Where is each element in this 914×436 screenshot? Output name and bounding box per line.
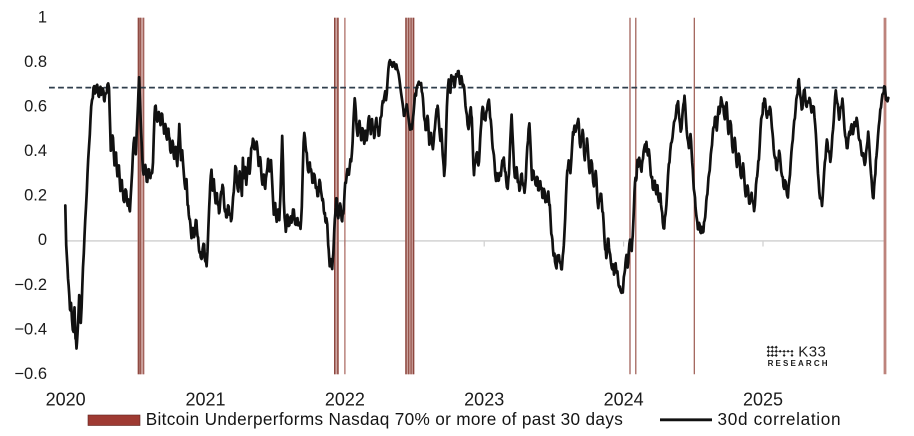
svg-text:2020: 2020	[46, 390, 86, 410]
svg-text:Bitcoin Underperforms Nasdaq 7: Bitcoin Underperforms Nasdaq 70% or more…	[146, 409, 623, 429]
svg-text:K33: K33	[798, 344, 826, 361]
svg-text:30d correlation: 30d correlation	[718, 409, 842, 429]
svg-text:RESEARCH: RESEARCH	[768, 359, 830, 368]
svg-text:2024: 2024	[604, 390, 644, 410]
svg-text:0.8: 0.8	[24, 53, 47, 71]
svg-text:0.6: 0.6	[24, 98, 47, 116]
svg-text:2022: 2022	[325, 390, 365, 410]
svg-text:2025: 2025	[743, 390, 783, 410]
svg-text:−0.6: −0.6	[14, 365, 47, 383]
svg-text:2023: 2023	[464, 390, 504, 410]
svg-text:−0.2: −0.2	[14, 276, 47, 294]
svg-text:−0.4: −0.4	[14, 320, 47, 338]
svg-text:0.2: 0.2	[24, 187, 47, 205]
svg-text:1: 1	[38, 8, 47, 26]
svg-text:0: 0	[38, 231, 47, 249]
svg-text:0.4: 0.4	[24, 142, 47, 160]
svg-text:2021: 2021	[185, 390, 225, 410]
